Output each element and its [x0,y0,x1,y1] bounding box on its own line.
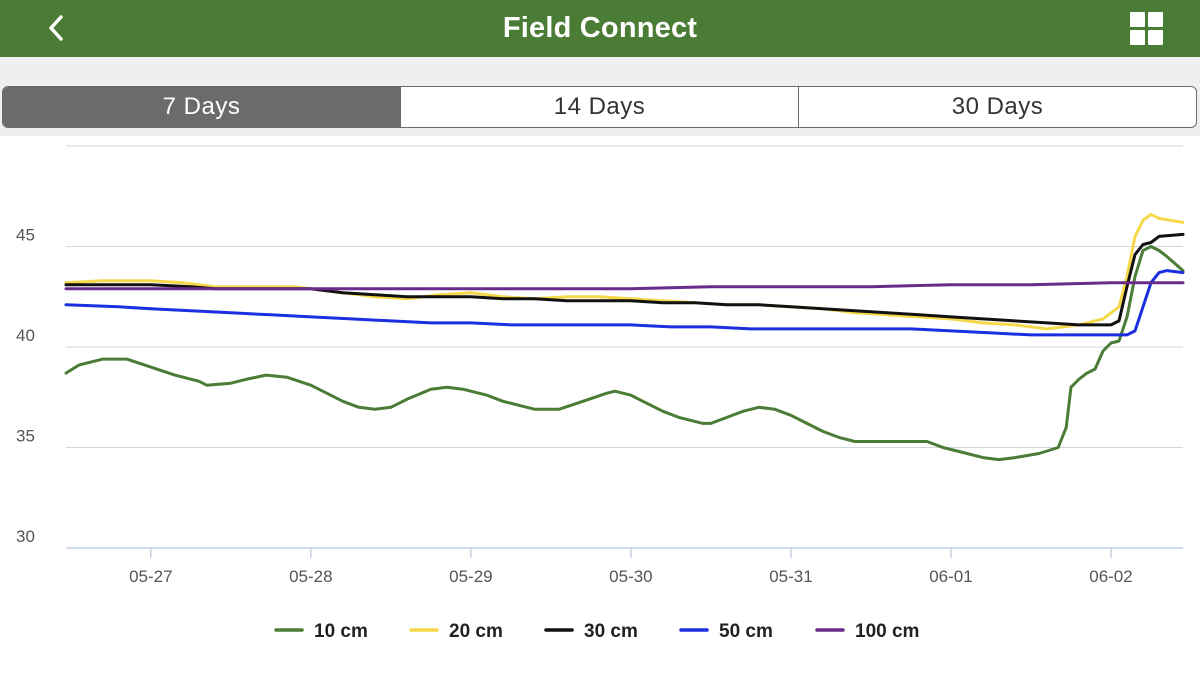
legend-label: 50 cm [719,621,773,642]
tab-30-days[interactable]: 30 Days [951,93,1044,120]
x-tick-label: 05-28 [289,567,332,586]
series-line-100-cm [64,281,1185,291]
x-tick-label: 05-30 [609,567,652,586]
legend-label: 10 cm [314,621,368,642]
x-tick-label: 06-01 [929,567,972,586]
y-tick-label: 45 [16,226,35,245]
chevron-left-icon [49,15,63,41]
app-title: Field Connect [502,12,698,44]
legend-label: 20 cm [449,621,503,642]
series-lines [64,212,1185,462]
grid-icon [1127,9,1165,47]
x-tick-label: 06-02 [1089,567,1132,586]
x-axis-ticks: 05-27 05-28 05-29 05-30 05-31 06-01 06-02 [129,548,1133,586]
time-range-selector: 7 Days 14 Days 30 Days [2,86,1197,128]
x-tick-label: 05-27 [129,567,172,586]
series-line-50-cm [64,269,1185,337]
y-tick-label: 40 [16,326,35,345]
y-tick-label: 30 [16,527,35,546]
tab-14-days[interactable]: 14 Days [401,87,799,127]
x-tick-label: 05-29 [449,567,492,586]
tab-7-days[interactable]: 7 Days [3,87,401,127]
series-line-30-cm [64,232,1185,327]
x-tick-label: 05-31 [769,567,812,586]
back-button[interactable] [36,8,76,48]
chart-legend: 10 cm 20 cm 30 cm 50 cm 100 cm [274,621,919,642]
y-axis-ticks: 30 35 40 45 [16,226,35,547]
legend-label: 30 cm [584,621,638,642]
grid-menu-button[interactable] [1124,8,1168,48]
legend-label: 100 cm [855,621,919,642]
series-line-10-cm [64,245,1185,462]
top-app-bar: Field Connect [0,0,1200,57]
y-tick-label: 35 [16,427,35,446]
gridlines [66,145,1183,549]
